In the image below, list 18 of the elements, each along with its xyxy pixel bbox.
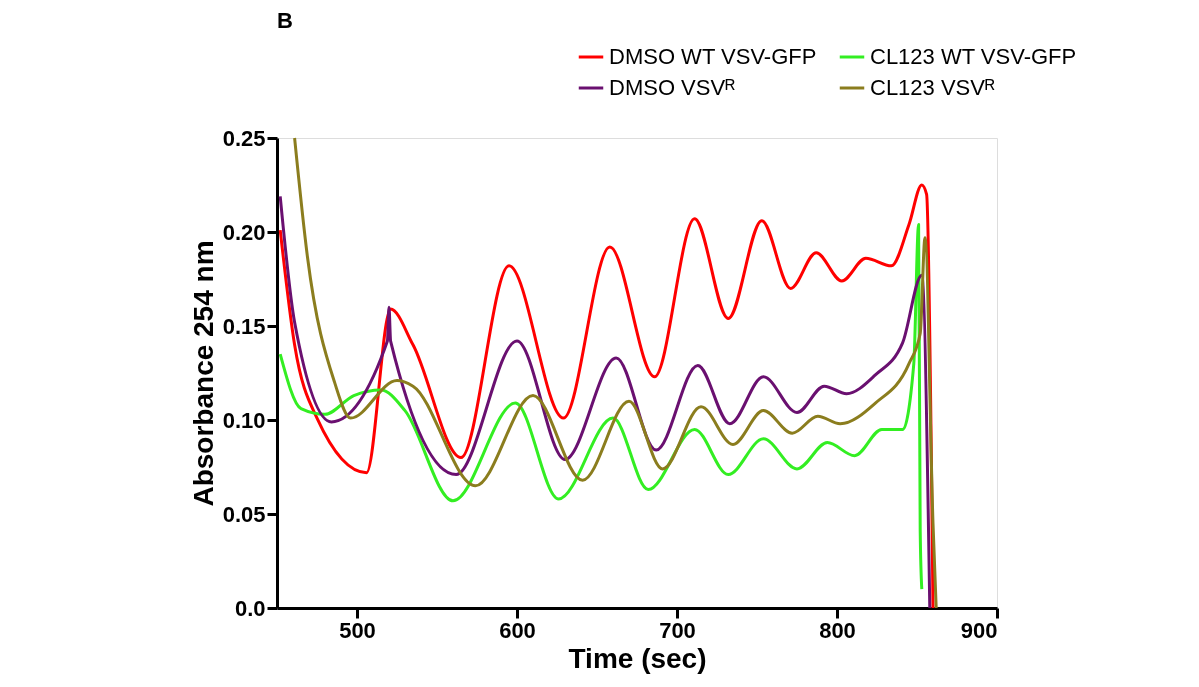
- legend-label: CL123 VSVᴿ: [870, 75, 995, 100]
- x-tick-label: 500: [339, 617, 376, 643]
- legend-label: DMSO VSVᴿ: [609, 75, 736, 100]
- legend-label: CL123 WT VSV-GFP: [870, 44, 1077, 69]
- y-tick-label: 0.15: [222, 313, 266, 339]
- y-tick-label: 0.25: [222, 125, 266, 151]
- y-tick-label: 0.0: [234, 595, 266, 621]
- y-tick-label: 0.10: [222, 407, 266, 433]
- x-tick-label: 700: [659, 617, 696, 643]
- x-tick-label: 800: [819, 617, 856, 643]
- legend-label: DMSO WT VSV-GFP: [609, 44, 817, 69]
- y-tick-label: 0.05: [222, 501, 266, 527]
- y-axis-title: Absorbance 254 nm: [187, 240, 219, 507]
- y-tick-label: 0.20: [222, 219, 266, 245]
- x-tick-label: 900: [960, 617, 998, 643]
- x-axis-title: Time (sec): [568, 642, 707, 674]
- chart-title: B: [277, 8, 293, 33]
- x-tick-label: 600: [499, 617, 536, 643]
